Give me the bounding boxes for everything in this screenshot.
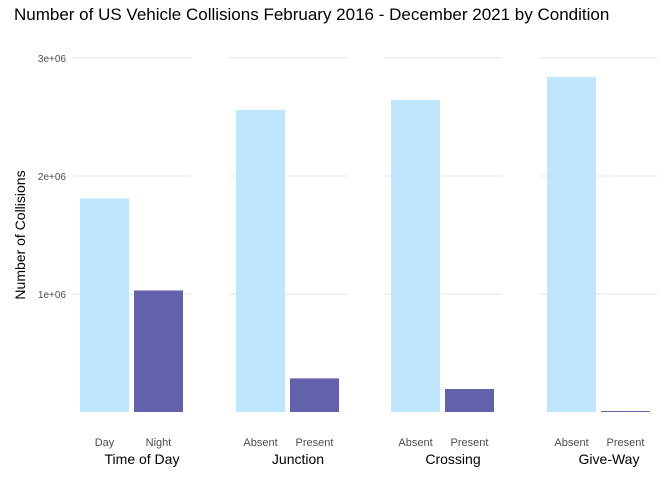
facet-panel-give-way: Absent Present Give-Way	[540, 57, 658, 467]
bar	[290, 378, 339, 412]
facet-label: Time of Day	[105, 451, 180, 467]
bar	[236, 109, 285, 413]
bar	[601, 411, 650, 412]
y-axis-title: Number of Collisions	[12, 170, 28, 299]
bar	[445, 388, 494, 412]
facet-label: Crossing	[425, 451, 480, 467]
category-label: Day	[95, 437, 115, 449]
y-tick-label: 2e+06	[38, 172, 67, 183]
bar	[134, 290, 183, 412]
category-label: Absent	[554, 437, 588, 449]
category-label: Present	[296, 437, 334, 449]
facets-layer: 1e+06 2e+06 3e+06 Day Night Time of Day Absent…	[38, 54, 658, 467]
facet-panel-time-of-day: Day Night Time of Day	[73, 57, 191, 467]
facet-panel-crossing: Absent Present Crossing	[384, 57, 502, 467]
facet-panel-junction: Absent Present Junction	[229, 57, 347, 467]
y-tick-label: 1e+06	[38, 290, 67, 301]
category-label: Present	[451, 437, 489, 449]
category-label: Night	[146, 437, 172, 449]
category-label: Absent	[243, 437, 277, 449]
bar	[547, 76, 596, 412]
y-tick-label: 3e+06	[38, 54, 67, 65]
facet-label: Junction	[272, 451, 324, 467]
category-label: Present	[607, 437, 645, 449]
facet-label: Give-Way	[579, 451, 640, 467]
bar	[391, 99, 440, 412]
bar	[80, 198, 129, 412]
category-label: Absent	[398, 437, 432, 449]
chart-title: Number of US Vehicle Collisions February…	[14, 5, 610, 24]
